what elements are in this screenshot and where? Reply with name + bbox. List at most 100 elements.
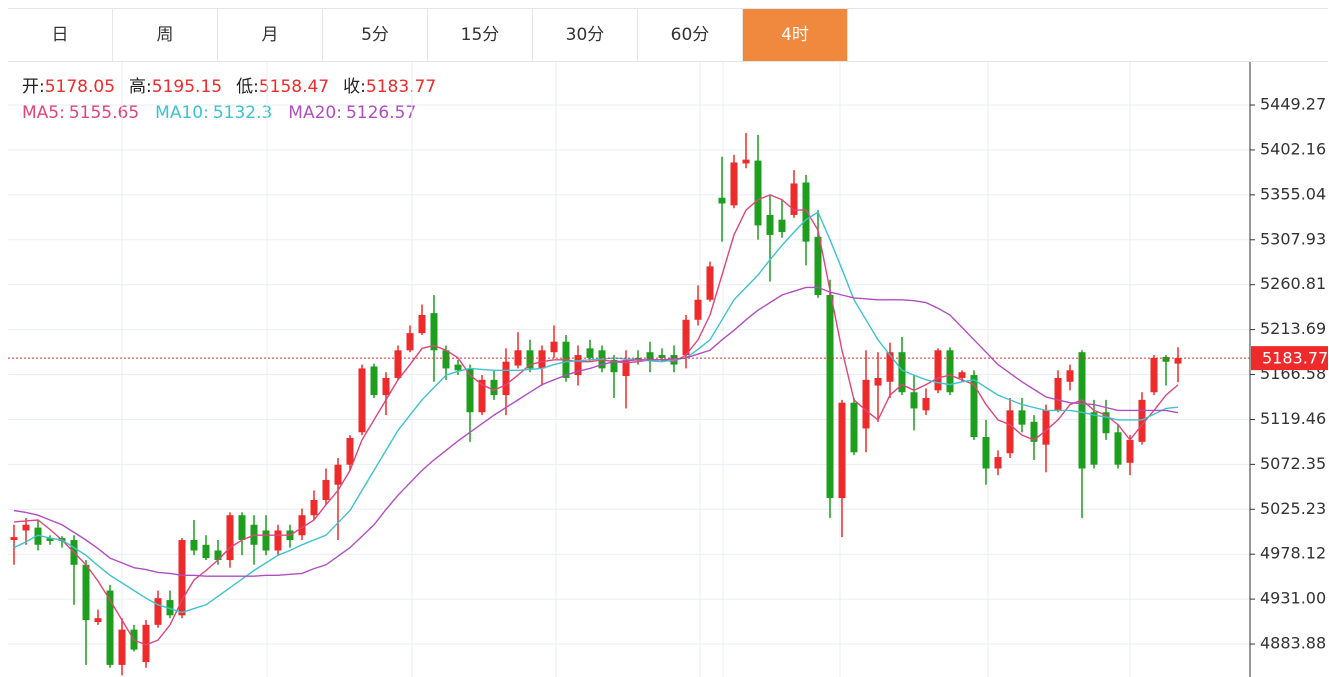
legend-label: MA10: (155, 103, 209, 123)
candle-body (1126, 439, 1134, 463)
candle-body (862, 379, 870, 429)
y-tick-label: 5213.69 (1260, 319, 1326, 338)
ma-line (13, 211, 1179, 614)
candle-body (82, 564, 90, 621)
candle-body (394, 350, 402, 378)
candle-body (166, 600, 174, 616)
candle-body (46, 538, 54, 541)
candle-body (838, 402, 846, 499)
candle-body (622, 359, 630, 377)
candle-body (214, 550, 222, 561)
y-tick-label: 5402.16 (1260, 139, 1326, 158)
y-tick-label: 4883.88 (1260, 634, 1326, 653)
legend-value: 5126.57 (345, 103, 417, 123)
current-price-label: 5183.77 (1262, 349, 1328, 368)
candle-body (994, 457, 1002, 469)
candle-body (850, 402, 858, 453)
candle-body (10, 537, 18, 541)
candle-body (946, 350, 954, 393)
candle-body (1102, 412, 1110, 434)
candle-body (826, 294, 834, 499)
ohlc-value: 5195.15 (151, 77, 223, 97)
candle-body (274, 530, 282, 551)
period-tab[interactable]: 日 (8, 9, 113, 61)
ohlc-value: 5183.77 (365, 77, 437, 97)
period-tab[interactable]: 60分 (638, 9, 743, 61)
candle-body (202, 544, 210, 559)
legend-label: MA20: (288, 103, 342, 123)
ohlc-label: 高: (129, 77, 152, 97)
candle-body (1030, 421, 1038, 442)
candle-body (658, 355, 666, 358)
candle-body (910, 392, 918, 409)
y-tick-label: 5260.81 (1260, 274, 1326, 293)
candle-body (982, 437, 990, 469)
legend: 开:5178.05 高:5195.15 低:5158.47 收:5183.77 MA5… (22, 74, 450, 126)
ma-line (13, 194, 1179, 646)
candle-body (754, 160, 762, 226)
candle-body (778, 219, 786, 233)
candle-body (766, 214, 774, 235)
period-tab[interactable]: 4时 (743, 9, 848, 61)
ohlc-value: 5158.47 (258, 77, 330, 97)
candle-body (94, 618, 102, 622)
candle-body (178, 540, 186, 616)
candle-body (538, 350, 546, 369)
y-tick-label: 5449.27 (1260, 95, 1326, 114)
candle-body (802, 182, 810, 242)
period-tab[interactable]: 30分 (533, 9, 638, 61)
candle-body (1162, 356, 1170, 362)
candle-body (814, 236, 822, 295)
candle-body (154, 598, 162, 625)
legend-value: 5132.3 (212, 103, 273, 123)
candle-body (1174, 358, 1182, 364)
period-tab[interactable]: 15分 (428, 9, 533, 61)
ma-row: MA5: 5155.65 MA10: 5132.3 MA20: 5126.57 (22, 100, 450, 126)
ohlc-label: 开: (22, 77, 45, 97)
candle-body (1078, 352, 1086, 469)
ohlc-label: 低: (236, 77, 259, 97)
candle-body (490, 379, 498, 396)
candle-body (1042, 410, 1050, 445)
candle-body (1054, 377, 1062, 411)
candle-body (22, 524, 30, 531)
candle-body (358, 368, 366, 433)
candle-body (418, 315, 426, 334)
candle-body (958, 372, 966, 378)
period-tab[interactable]: 5分 (323, 9, 428, 61)
candle-body (886, 352, 894, 382)
ohlc-value: 5178.05 (44, 77, 116, 97)
candle-body (454, 364, 462, 371)
candle-body (118, 629, 126, 665)
candle-body (1150, 357, 1158, 393)
candle-body (262, 530, 270, 551)
ohlc-label: 收: (343, 77, 366, 97)
candle-body (742, 159, 750, 164)
candle-body (634, 357, 642, 360)
y-tick-label: 5355.04 (1260, 184, 1326, 203)
y-tick-label: 5025.23 (1260, 499, 1326, 518)
candle-body (430, 313, 438, 351)
candle-body (478, 379, 486, 413)
y-tick-label: 5119.46 (1260, 409, 1326, 428)
candle-body (1066, 370, 1074, 382)
y-tick-label: 5072.35 (1260, 454, 1326, 473)
candle-body (574, 355, 582, 376)
candle-body (718, 197, 726, 204)
candle-body (550, 341, 558, 353)
period-tab[interactable]: 月 (218, 9, 323, 61)
period-tab[interactable]: 周 (113, 9, 218, 61)
y-tick-label: 4978.12 (1260, 544, 1326, 563)
candle-body (1114, 432, 1122, 465)
candle-body (346, 437, 354, 465)
candle-body (442, 350, 450, 369)
candle-body (730, 162, 738, 206)
candle-body (694, 299, 702, 320)
candle-body (382, 377, 390, 396)
candle-body (526, 350, 534, 369)
candle-body (322, 479, 330, 500)
candle-body (610, 359, 618, 373)
candle-body (922, 397, 930, 411)
